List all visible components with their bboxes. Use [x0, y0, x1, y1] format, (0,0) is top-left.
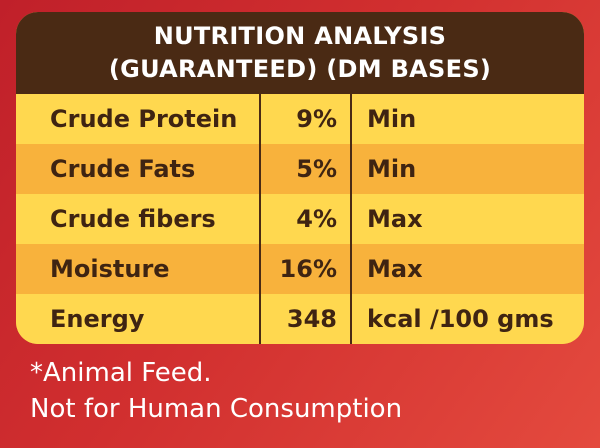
- nutrient-name: Crude Protein: [50, 105, 238, 133]
- disclaimer: *Animal Feed. Not for Human Consumption: [30, 355, 402, 427]
- column-divider: [259, 94, 261, 344]
- column-divider: [350, 94, 352, 344]
- nutrient-value: 4%: [296, 205, 337, 233]
- table-row: Crude Protein 9% Min: [16, 94, 584, 144]
- nutrient-unit: kcal /100 gms: [367, 305, 554, 333]
- disclaimer-line: *Animal Feed.: [30, 358, 212, 388]
- table-row: Crude Fats 5% Min: [16, 144, 584, 194]
- table-row: Energy 348 kcal /100 gms: [16, 294, 584, 344]
- nutrient-name: Crude Fats: [50, 155, 196, 183]
- header-subtitle: (GUARANTEED) (DM BASES): [108, 55, 492, 83]
- nutrient-unit: Min: [367, 105, 417, 133]
- nutrient-value: 5%: [296, 155, 337, 183]
- nutrient-value: 9%: [296, 105, 337, 133]
- nutrient-unit: Max: [367, 205, 423, 233]
- header-title: NUTRITION ANALYSIS: [153, 22, 447, 50]
- nutrient-name: Moisture: [50, 255, 170, 283]
- nutrient-unit: Min: [367, 155, 417, 183]
- nutrient-name: Energy: [50, 305, 145, 333]
- nutrient-value: 348: [286, 305, 337, 333]
- table-row: Moisture 16% Max: [16, 244, 584, 294]
- disclaimer-line: Not for Human Consumption: [30, 394, 403, 424]
- table-header: NUTRITION ANALYSIS (GUARANTEED) (DM BASE…: [16, 12, 584, 94]
- table-row: Crude fibers 4% Max: [16, 194, 584, 244]
- nutrient-name: Crude fibers: [50, 205, 216, 233]
- nutrition-table: NUTRITION ANALYSIS (GUARANTEED) (DM BASE…: [16, 12, 584, 344]
- nutrient-value: 16%: [279, 255, 337, 283]
- nutrient-unit: Max: [367, 255, 423, 283]
